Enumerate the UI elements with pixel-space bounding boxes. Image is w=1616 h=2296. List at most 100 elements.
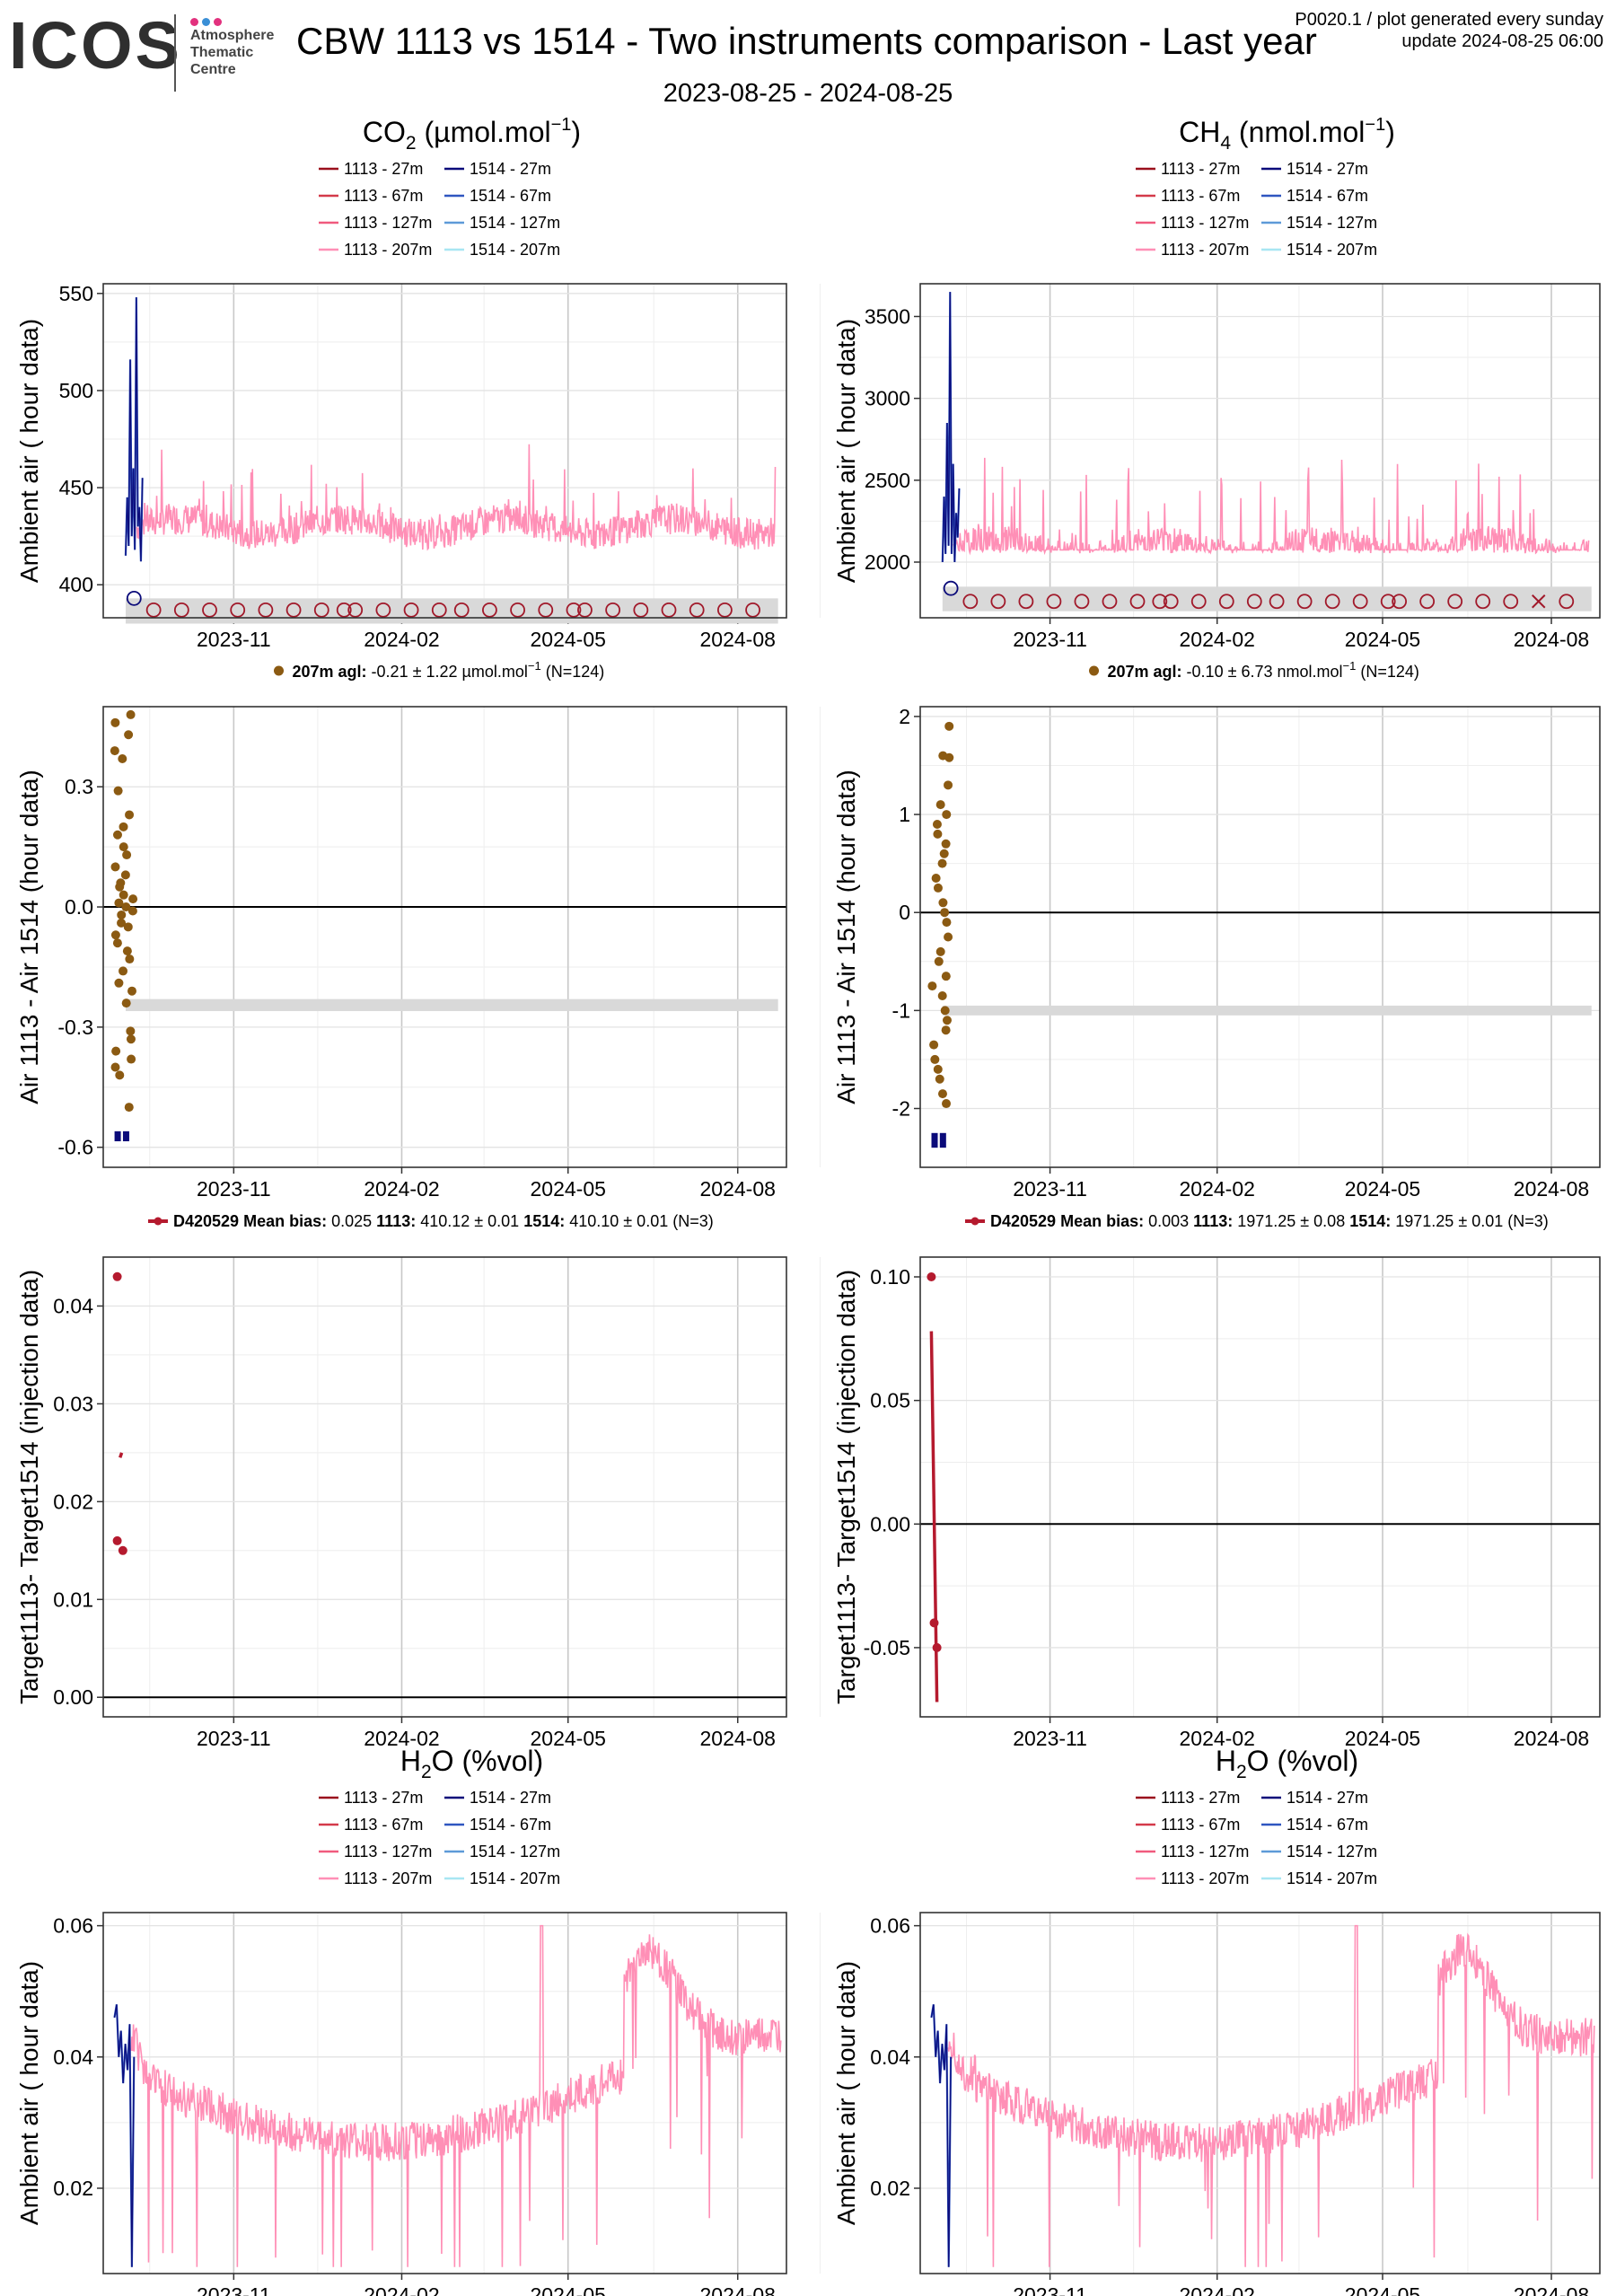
flag-circle-marker [1246, 594, 1262, 610]
legend-label: 1113 - 127m [1161, 1843, 1249, 1861]
panel-border [919, 1256, 1601, 1718]
x-tick-label: 2024-02 [364, 628, 439, 651]
x-tick-label: 2023-11 [197, 2283, 271, 2296]
legend-label: 1113 - 27m [344, 1789, 423, 1807]
legend-label: 1514 - 127m [470, 1843, 560, 1861]
flag-circle-marker [1559, 594, 1575, 610]
y-tick-label: 3500 [865, 304, 910, 328]
legend-label: 1113 - 127m [1161, 214, 1249, 232]
difference-point [112, 830, 122, 840]
y-tick-label: 0.04 [53, 2045, 93, 2069]
x-tick-label: 2024-02 [364, 2283, 439, 2296]
x-tick-label: 2024-08 [700, 1727, 776, 1750]
flag-circle-marker [605, 602, 621, 618]
footer-part: 207m agl: [1108, 663, 1182, 681]
logo-sub-line: Centre [190, 62, 236, 77]
plot-meta: P0020.1 / plot generated every sunday up… [1295, 9, 1603, 52]
x-tick-label: 2023-11 [197, 1177, 271, 1201]
flag-circle-marker [313, 602, 329, 618]
ch4-diff-panel [914, 706, 1601, 1174]
difference-point [935, 946, 945, 956]
y-axis-label: Ambient air ( hour data) [832, 319, 860, 583]
flag-circle-marker [202, 602, 217, 618]
difference-point [119, 842, 128, 852]
h2o-left-panel [97, 1912, 821, 2280]
panel-border [102, 706, 787, 1168]
difference-point [126, 1034, 136, 1044]
flag-circle-marker [510, 602, 525, 618]
logo-dot [214, 18, 222, 26]
x-tick-label: 2024-02 [1180, 1727, 1255, 1750]
summary-part: 1514: [523, 1212, 565, 1230]
legend-label: 1514 - 207m [470, 241, 560, 259]
logo-dot [202, 18, 210, 26]
difference-point [125, 954, 135, 964]
icos-logo: ICOS [9, 8, 182, 83]
summary-part: 1971.25 ± 0.08 [1233, 1212, 1349, 1230]
y-tick-label: 2000 [865, 550, 910, 574]
flag-circle-marker [1447, 594, 1463, 610]
x-tick-label: 2023-11 [1013, 628, 1087, 651]
y-tick-label: 2500 [865, 469, 910, 492]
flag-bar [939, 1132, 946, 1148]
target-legend-dot [154, 1217, 162, 1226]
x-tick-label: 2024-08 [1514, 628, 1589, 651]
y-tick-label: 0.02 [53, 2177, 93, 2200]
difference-point [941, 839, 951, 849]
x-tick-label: 2024-05 [531, 628, 606, 651]
difference-point [944, 780, 953, 790]
legend-label: 1514 - 27m [1287, 160, 1368, 178]
difference-point [935, 800, 945, 810]
title-subscript: 4 [1220, 133, 1231, 154]
difference-point [931, 874, 941, 884]
x-tick-label: 2024-08 [1514, 2283, 1589, 2296]
difference-point [942, 918, 952, 928]
bias-band [125, 598, 778, 624]
summary-part: D420529 [173, 1212, 243, 1230]
difference-point [122, 946, 132, 956]
x-tick-label: 2023-11 [1013, 1177, 1087, 1201]
footer-summary: 207m agl: -0.21 ± 1.22 µmol.mol−1 (N=124… [293, 659, 605, 681]
legend-label: 1113 - 27m [1161, 1789, 1240, 1807]
logo-divider [174, 14, 176, 92]
target-trend-line [929, 1331, 939, 1702]
bias-band [125, 998, 778, 1012]
x-tick-label: 2024-05 [531, 1177, 606, 1201]
summary-part: 0.025 [327, 1212, 376, 1230]
legend-label: 1113 - 67m [1161, 187, 1240, 205]
flag-circle-marker [538, 602, 554, 618]
legend-label: 1514 - 67m [470, 1816, 551, 1834]
legend-label: 1113 - 27m [344, 160, 423, 178]
y-tick-label: 0.0 [65, 895, 93, 919]
legend-label: 1113 - 67m [1161, 1816, 1240, 1834]
difference-point [110, 717, 120, 727]
flag-circle-marker [689, 602, 705, 618]
summary-part: Mean bias: [243, 1212, 327, 1230]
difference-point [122, 850, 132, 860]
target-point [927, 1272, 936, 1282]
x-tick-label: 2024-08 [700, 628, 776, 651]
x-tick-label: 2023-11 [197, 1727, 271, 1750]
y-tick-label: 500 [59, 379, 93, 402]
bias-band [942, 586, 1592, 611]
difference-point [933, 829, 943, 839]
y-tick-label: 0.04 [53, 1294, 93, 1317]
difference-point [110, 862, 120, 872]
difference-point [117, 910, 127, 919]
flag-circle-marker [482, 602, 497, 618]
flag-circle-marker [1419, 594, 1436, 610]
logo-dots [190, 14, 225, 31]
title-subscript: 2 [406, 133, 417, 154]
flag-circle-marker [962, 594, 979, 610]
footer-summary: 207m agl: -0.10 ± 6.73 nmol.mol−1 (N=124… [1108, 659, 1419, 681]
series-line-1514-27m [930, 2004, 952, 2267]
flag-circle-marker [431, 602, 447, 618]
legend-label: 1514 - 27m [470, 1789, 551, 1807]
chart-title: H2O (%vol) [400, 1745, 543, 1782]
legend-label: 1514 - 207m [470, 1869, 560, 1887]
x-tick-label: 2024-05 [1345, 1727, 1420, 1750]
panel-border [102, 1256, 787, 1718]
difference-point [939, 849, 949, 858]
flag-circle-marker [745, 602, 760, 618]
